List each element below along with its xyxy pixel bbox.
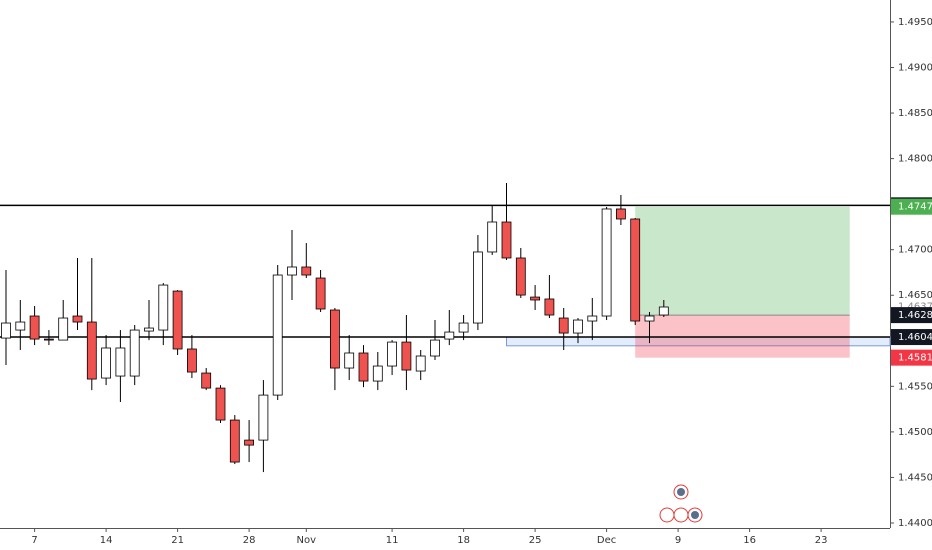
x-tick-label: 18 xyxy=(457,535,470,546)
y-tick-label: 1.49000 xyxy=(898,63,932,74)
candle-body xyxy=(44,338,54,341)
price-label: 1.46379 xyxy=(898,301,932,312)
candle-body xyxy=(201,372,212,389)
x-tick-label: 28 xyxy=(243,535,256,546)
candle-body xyxy=(430,339,440,357)
candle-body xyxy=(530,296,540,301)
candle-body xyxy=(344,352,355,369)
x-tick-label: 7 xyxy=(31,535,37,546)
candle-body xyxy=(487,221,498,253)
x-tick-label: 9 xyxy=(675,535,681,546)
candle-body xyxy=(29,315,40,340)
candle-body xyxy=(658,306,669,316)
candle-body xyxy=(72,315,83,323)
candle-body xyxy=(15,321,26,331)
x-tick-label: 23 xyxy=(815,535,828,546)
candle-body xyxy=(587,315,598,322)
candle-body xyxy=(515,257,526,296)
candle-body xyxy=(186,348,197,373)
y-tick-label: 1.48500 xyxy=(898,108,932,119)
candle-body xyxy=(444,331,455,340)
event-icons xyxy=(659,484,703,523)
candle-body xyxy=(387,341,398,367)
candle-body xyxy=(616,208,626,220)
candle-body xyxy=(215,387,226,421)
y-tick-label: 1.48000 xyxy=(898,154,932,165)
candle-body xyxy=(573,319,583,334)
candle-body xyxy=(129,329,140,377)
candle-body xyxy=(458,322,469,333)
price-label-bg xyxy=(891,307,932,324)
y-tick-label: 1.46500 xyxy=(898,290,932,301)
x-tick-label: 11 xyxy=(386,535,399,546)
candle-body xyxy=(229,419,240,463)
y-tick-label: 1.44500 xyxy=(898,472,932,483)
y-tick-label: 1.45500 xyxy=(898,381,932,392)
candle-body xyxy=(172,290,183,350)
candle-body xyxy=(101,347,111,379)
price-label-bg xyxy=(891,349,932,366)
y-tick-label: 1.45000 xyxy=(898,427,932,438)
x-tick-label: 21 xyxy=(171,535,184,546)
candle-body xyxy=(287,266,297,276)
candle-body xyxy=(558,317,569,334)
candle-body xyxy=(272,274,283,396)
price-label: 1.45815 xyxy=(898,353,932,364)
candle-body xyxy=(158,284,169,331)
candle-body xyxy=(401,341,412,371)
candle-body xyxy=(329,309,340,369)
x-tick-label: 16 xyxy=(743,535,756,546)
candle-body xyxy=(301,266,312,276)
event-icon xyxy=(659,507,675,523)
candle-body xyxy=(86,321,97,380)
candle-body xyxy=(415,355,426,372)
candle-body xyxy=(1,322,11,339)
y-tick-label: 1.47000 xyxy=(898,245,932,256)
event-icon xyxy=(673,507,689,523)
candle-body xyxy=(144,327,154,332)
x-tick-label: 14 xyxy=(100,535,113,546)
event-icon xyxy=(677,488,685,496)
candle-body xyxy=(58,317,69,341)
candle-body xyxy=(372,365,383,382)
candle-body xyxy=(601,208,612,317)
x-tick-label: Dec xyxy=(597,535,616,546)
candle-body xyxy=(472,251,483,324)
event-icon xyxy=(691,511,699,519)
candle-body xyxy=(315,277,326,310)
y-tick-label: 1.44000 xyxy=(898,518,932,529)
x-tick-label: 25 xyxy=(529,535,542,546)
target-zone xyxy=(635,206,850,316)
candle-body xyxy=(630,218,641,322)
candle-body xyxy=(358,352,369,382)
price-label-bg xyxy=(891,329,932,346)
candle-body xyxy=(115,347,126,377)
price-label: 1.47472 xyxy=(898,202,932,213)
candle-body xyxy=(644,315,655,322)
y-tick-label: 1.49500 xyxy=(898,17,932,28)
price-label: 1.46282 xyxy=(898,310,932,321)
candle-body xyxy=(244,439,255,446)
candle-body xyxy=(258,394,269,441)
price-label-bg xyxy=(891,198,932,215)
candle-body xyxy=(544,298,555,316)
candle-body xyxy=(501,221,512,259)
x-tick-label: Nov xyxy=(297,535,317,546)
